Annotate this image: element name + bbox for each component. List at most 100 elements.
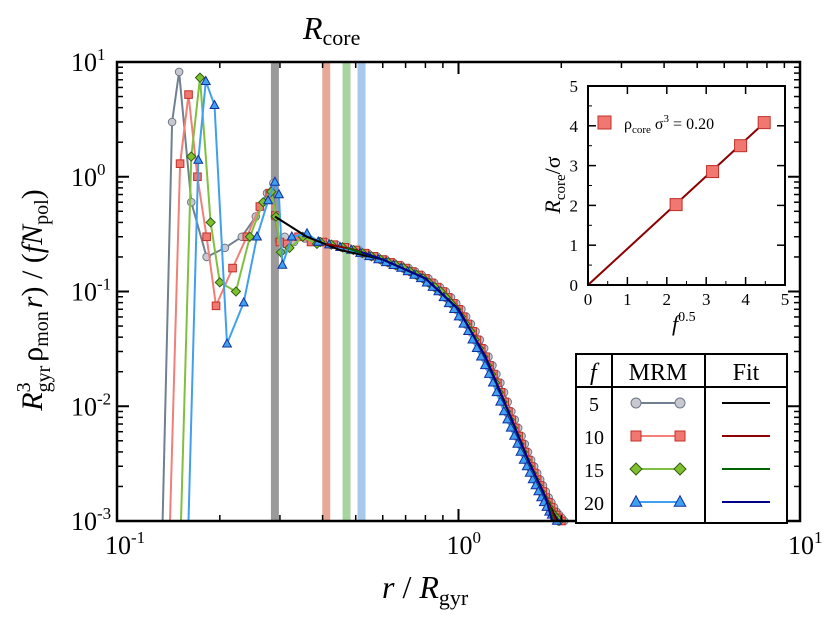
inset-x-tick-label: 3 [702, 290, 711, 309]
data-point-f20 [221, 338, 233, 348]
inset-legend-label: ρcore σ3 = 0.20 [624, 113, 714, 136]
legend-f-value: 10 [584, 427, 604, 449]
legend-header-fit: Fit [733, 360, 760, 386]
data-point-f20 [521, 460, 532, 471]
data-point-f20 [483, 368, 495, 378]
y-tick-label: 10-1 [71, 275, 111, 307]
inset-x-tick-label: 1 [623, 290, 632, 309]
inset-x-axis-label: f0.5 [672, 310, 696, 336]
data-point-f20 [530, 479, 541, 490]
data-point-f20 [512, 438, 523, 448]
data-point-f20 [277, 259, 288, 269]
r-core-annotation: Rcore [302, 10, 360, 50]
inset-ticks: 0 1 2 3 4 5 0 1 2 3 4 5 [570, 77, 790, 309]
inset-point [757, 116, 771, 130]
legend-f-value: 15 [584, 460, 604, 482]
legend-mrm-marker [630, 397, 642, 409]
data-point-f20 [269, 176, 281, 186]
legend-f-value: 5 [589, 394, 599, 416]
x-tick-label: 10-1 [105, 528, 145, 560]
data-point-f10 [202, 232, 211, 242]
legend-rows: 5 10 15 20 [584, 394, 770, 515]
legend-mrm-marker [673, 494, 687, 507]
data-point-f20 [251, 230, 263, 241]
data-point-f20 [479, 359, 491, 370]
inset-y-tick-label: 5 [570, 77, 579, 96]
data-point-f20 [286, 230, 298, 241]
inset-y-tick-label: 3 [570, 157, 579, 176]
data-point-f5 [186, 197, 196, 207]
data-point-f5 [167, 117, 177, 127]
r-core-bands [270, 62, 366, 521]
legend-mrm-marker [629, 462, 643, 476]
inset-y-tick-label: 0 [570, 276, 579, 295]
data-point-f20 [200, 75, 212, 85]
inset-point [734, 139, 748, 153]
inset-y-tick-label: 4 [570, 117, 579, 136]
data-point-f20 [471, 342, 482, 352]
data-point-f20 [448, 303, 460, 314]
main-x-ticks: 10-1 100 101 [105, 62, 823, 560]
data-point-f15 [205, 217, 216, 228]
legend-mrm-marker [674, 430, 686, 442]
y-tick-label: 10-2 [71, 389, 111, 421]
inset-x-tick-label: 5 [781, 290, 790, 309]
inset-x-tick-label: 4 [741, 290, 750, 309]
inset-points [669, 116, 771, 212]
data-point-f15 [186, 151, 197, 162]
data-point-f20 [453, 310, 464, 321]
legend-table: f MRM Fit 5 10 15 20 [575, 353, 788, 524]
data-point-f20 [209, 99, 220, 109]
data-point-f20 [498, 405, 510, 416]
inset-y-axis-label: Rcore/σ [540, 156, 569, 214]
inset-legend-marker [597, 115, 612, 130]
main-y-axis-label: R3gyrρmonr) / (fNpol) [13, 189, 55, 411]
legend-f-value: 20 [584, 493, 604, 515]
inset-frame [587, 85, 786, 286]
inset-y-tick-label: 1 [570, 236, 579, 255]
data-point-f20 [505, 422, 516, 432]
legend-mrm-marker [629, 494, 643, 507]
inset-y-tick-label: 2 [570, 196, 579, 215]
x-tick-label: 101 [788, 528, 823, 560]
data-point-f15 [244, 231, 256, 243]
data-point-f20 [502, 413, 513, 424]
legend-mrm-marker [673, 462, 687, 476]
data-point-f20 [527, 473, 538, 484]
data-point-f20 [524, 467, 535, 477]
y-tick-label: 10-3 [71, 504, 111, 536]
main-x-axis-label: r / Rgyr [382, 569, 469, 610]
fit-line-f20 [361, 251, 554, 522]
inset-chart: 0 1 2 3 4 5 0 1 2 3 4 5 ρcore σ3 = 0.20 f0.5 Rcore/… [540, 77, 789, 336]
data-point-f15 [230, 286, 242, 297]
inset-x-tick-label: 2 [663, 290, 672, 309]
data-point-f15 [194, 72, 206, 83]
data-point-f10 [175, 159, 185, 168]
legend-header-f: f [590, 360, 600, 386]
data-point-f20 [238, 296, 249, 307]
data-point-f20 [495, 396, 506, 406]
data-point-f5 [174, 67, 184, 77]
data-point-f10 [211, 301, 221, 311]
data-point-f20 [508, 430, 520, 440]
y-tick-label: 100 [71, 160, 106, 192]
legend-header-mrm: MRM [629, 360, 688, 386]
inset-point [706, 165, 720, 179]
inset-point [669, 198, 683, 212]
legend-mrm-marker [674, 397, 686, 409]
inset-x-tick-label: 0 [584, 290, 593, 309]
y-tick-label: 101 [71, 45, 106, 77]
data-point-f20 [491, 386, 502, 397]
data-point-f20 [193, 154, 204, 164]
data-point-f20 [518, 454, 529, 464]
fit-lines [274, 215, 559, 522]
data-point-f10 [184, 90, 193, 99]
x-tick-label: 100 [447, 528, 482, 560]
data-point-f20 [515, 446, 526, 456]
data-point-f10 [228, 263, 237, 273]
data-point-f20 [262, 194, 274, 205]
data-point-f20 [533, 485, 544, 496]
legend-mrm-marker [630, 430, 642, 442]
